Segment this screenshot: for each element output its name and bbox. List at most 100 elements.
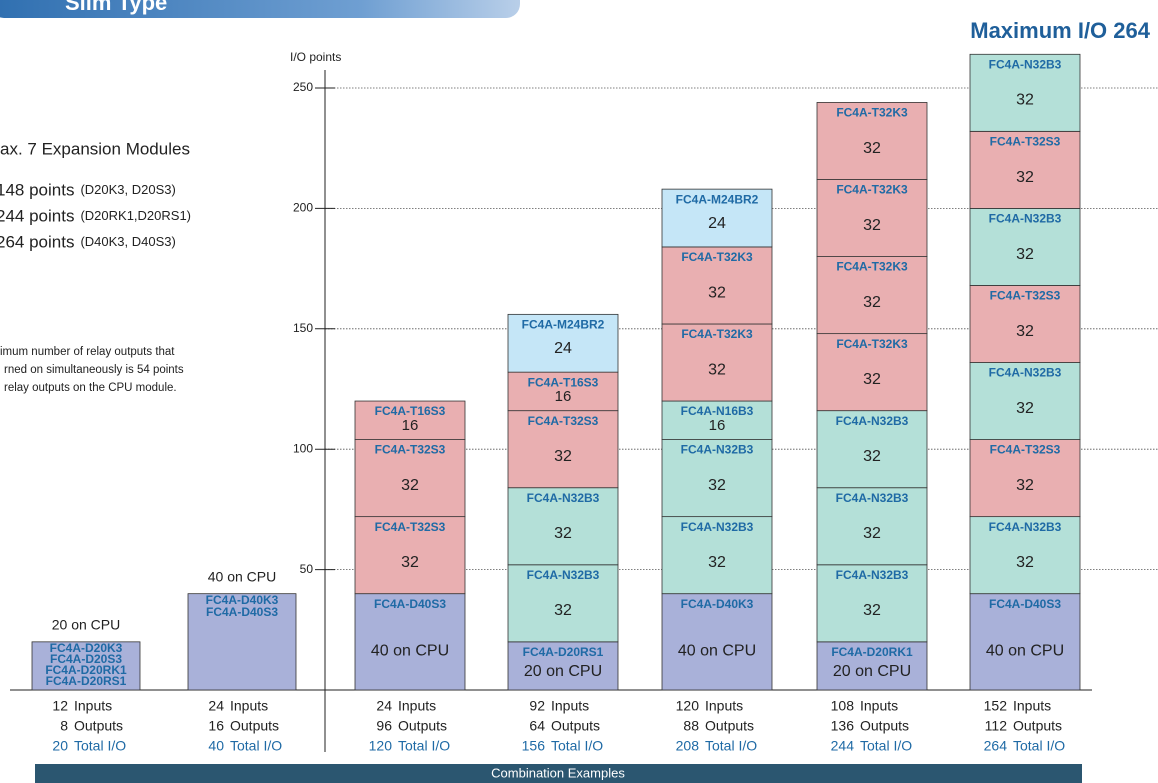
module-label: FC4A-T32S3 <box>990 135 1061 149</box>
module-label: FC4A-N32B3 <box>836 568 909 582</box>
io-total-value: 244 <box>831 738 855 754</box>
y-tick-label: 250 <box>293 80 313 94</box>
segment <box>507 313 619 373</box>
io-inputs-value: 108 <box>831 698 855 714</box>
module-label: FC4A-D20RS1 <box>46 674 127 688</box>
module-label: FC4A-D40S3 <box>206 605 278 619</box>
module-label: FC4A-T32S3 <box>990 289 1061 303</box>
io-inputs-label: Inputs <box>398 698 436 714</box>
segment-value: 24 <box>554 340 572 357</box>
module-label: FC4A-M24BR2 <box>522 318 605 332</box>
io-inputs-value: 152 <box>984 698 1008 714</box>
info-note: (D20K3, D20S3) <box>80 182 175 197</box>
segment <box>354 516 466 595</box>
segment-value: 40 on CPU <box>678 643 756 660</box>
segment-value: 32 <box>1016 246 1034 263</box>
io-total-value: 208 <box>676 738 700 754</box>
module-label: FC4A-N32B3 <box>989 212 1062 226</box>
segment-value: 32 <box>863 371 881 388</box>
segment <box>354 593 466 691</box>
title-tab <box>0 0 520 18</box>
segment <box>969 207 1081 286</box>
segment-value: 32 <box>863 602 881 619</box>
segment-value: 32 <box>708 477 726 494</box>
segment-value: 16 <box>402 417 419 434</box>
note-line: rned on simultaneously is 54 points <box>4 364 184 376</box>
io-outputs-value: 64 <box>529 718 545 734</box>
y-tick-label: 50 <box>300 562 314 576</box>
segment-value: 32 <box>1016 169 1034 186</box>
module-label: FC4A-T32S3 <box>375 443 446 457</box>
module-label: FC4A-N32B3 <box>527 491 600 505</box>
footer: Combination Examples <box>491 765 625 780</box>
segment-value: 32 <box>1016 92 1034 109</box>
note-line: relay outputs on the CPU module. <box>4 382 177 394</box>
segment-value: 32 <box>401 554 419 571</box>
title: Slim Type <box>65 0 167 15</box>
segment-value: 32 <box>863 525 881 542</box>
io-total-label: Total I/O <box>1013 738 1065 754</box>
note-line: imum number of relay outputs that <box>0 346 175 358</box>
segment-value: 32 <box>401 477 419 494</box>
segment <box>507 641 619 691</box>
segment <box>507 410 619 489</box>
segment <box>816 102 928 180</box>
info-line: 148 points (D20K3, D20S3) <box>0 180 176 199</box>
module-label: FC4A-N32B3 <box>527 568 600 582</box>
io-outputs-label: Outputs <box>705 718 754 734</box>
segment-value: 32 <box>554 525 572 542</box>
segment-value: 16 <box>709 417 726 434</box>
io-inputs-value: 24 <box>376 698 392 714</box>
segment-value: 32 <box>863 294 881 311</box>
y-tick-label: 200 <box>293 201 313 215</box>
segment-value: 20 on CPU <box>833 663 911 680</box>
module-label: FC4A-T32K3 <box>836 106 908 120</box>
segment-value: 24 <box>708 215 726 232</box>
segment <box>969 130 1081 209</box>
segment <box>816 256 928 335</box>
segment-value: 32 <box>1016 554 1034 571</box>
segment <box>969 362 1081 440</box>
module-label: FC4A-T32K3 <box>836 183 908 197</box>
segment <box>661 516 773 595</box>
segment <box>816 333 928 412</box>
segment-value: 32 <box>1016 323 1034 340</box>
cpu-box <box>187 593 297 691</box>
module-label: FC4A-T32K3 <box>836 260 908 274</box>
module-label: FC4A-D20RK1 <box>831 645 913 659</box>
io-outputs-label: Outputs <box>860 718 909 734</box>
io-total-value: 120 <box>369 738 393 754</box>
module-label: FC4A-D40S3 <box>374 597 446 611</box>
io-total-label: Total I/O <box>230 738 282 754</box>
io-inputs-label: Inputs <box>551 698 589 714</box>
segment <box>507 487 619 566</box>
io-inputs-label: Inputs <box>705 698 743 714</box>
segment-value: 40 on CPU <box>986 643 1064 660</box>
io-total-label: Total I/O <box>551 738 603 754</box>
segment <box>661 323 773 402</box>
module-label: FC4A-T16S3 <box>375 404 446 418</box>
info-note: (D40K3, D40S3) <box>80 234 175 249</box>
segment <box>969 439 1081 518</box>
module-label: FC4A-T32K3 <box>836 337 908 351</box>
module-label: FC4A-T32K3 <box>681 250 753 264</box>
module-label: FC4A-N32B3 <box>681 520 754 534</box>
segment <box>816 179 928 257</box>
io-total-label: Total I/O <box>705 738 757 754</box>
subtitle: Maximum I/O 264 <box>970 18 1151 43</box>
io-outputs-label: Outputs <box>230 718 279 734</box>
segment-value: 16 <box>555 388 572 405</box>
io-total-value: 264 <box>984 738 1008 754</box>
module-label: FC4A-D40K3 <box>681 597 754 611</box>
io-total-label: Total I/O <box>398 738 450 754</box>
io-total-label: Total I/O <box>860 738 912 754</box>
io-total-label: Total I/O <box>74 738 126 754</box>
segment-value: 32 <box>708 284 726 301</box>
segment <box>816 487 928 566</box>
module-label: FC4A-N32B3 <box>989 366 1062 380</box>
segment-value: 32 <box>863 217 881 234</box>
segment-value: 32 <box>863 448 881 465</box>
io-outputs-label: Outputs <box>74 718 123 734</box>
segment <box>661 439 773 518</box>
